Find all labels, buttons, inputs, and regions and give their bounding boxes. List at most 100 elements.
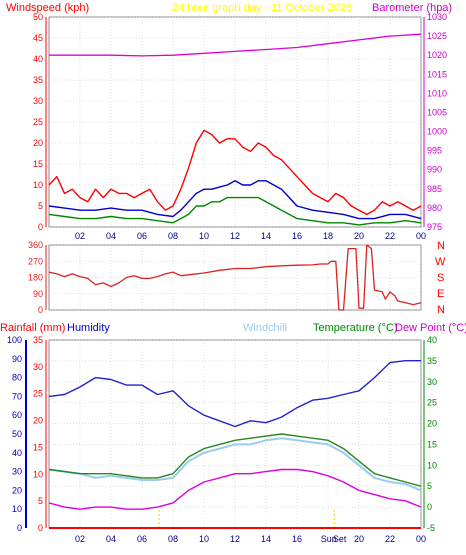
barometer-tick-label: 1000 — [427, 127, 447, 137]
wind-x-tick-label: 12 — [230, 231, 240, 241]
direction-label-w: W — [435, 256, 446, 268]
barometer-tick-label: 980 — [427, 203, 442, 213]
humidity-tick-label: 50 — [12, 429, 22, 439]
climate-x-tick-label: 10 — [199, 534, 209, 544]
climate-x-tick-label: 14 — [261, 534, 271, 544]
wind-x-tick-label: 20 — [354, 231, 364, 241]
wind-x-tick-label: 08 — [168, 231, 178, 241]
climate-x-tick-label: 12 — [230, 534, 240, 544]
humidity-tick-label: 40 — [12, 448, 22, 458]
barometer-line — [49, 33, 422, 57]
temperature-tick-label: 25 — [427, 398, 437, 408]
dew-point-axis-title: Dew Point (°C) — [395, 322, 466, 334]
direction-tick-label: 0 — [38, 305, 43, 315]
humidity-tick-label: 20 — [12, 485, 22, 495]
chart-title: 24 hour graph day - 11 October 2025 — [172, 2, 352, 14]
windspeed-tick-label: 50 — [33, 12, 43, 22]
windspeed-tick-label: 10 — [33, 180, 43, 190]
humidity-tick-label: 80 — [12, 373, 22, 383]
barometer-tick-label: 995 — [427, 146, 442, 156]
temperature-humidity-chart: 010203040506070809010005101520253035-505… — [7, 335, 437, 544]
rainfall-tick-label: 5 — [38, 496, 43, 506]
climate-x-tick-label: 06 — [137, 534, 147, 544]
rainfall-tick-label: 30 — [33, 362, 43, 372]
temperature-tick-label: 40 — [427, 335, 437, 345]
barometer-tick-label: 1025 — [427, 31, 447, 41]
humidity-tick-label: 90 — [12, 354, 22, 364]
climate-x-tick-label: 16 — [292, 534, 302, 544]
rainfall-tick-label: 0 — [38, 523, 43, 533]
direction-tick-label: 360 — [28, 240, 43, 250]
temperature-tick-label: 15 — [427, 439, 437, 449]
direction-tick-label: 270 — [28, 256, 43, 266]
temperature-tick-label: 0 — [427, 502, 432, 512]
windspeed-tick-label: 25 — [33, 117, 43, 127]
barometer-tick-label: 975 — [427, 222, 442, 232]
wind-x-tick-label: 16 — [292, 231, 302, 241]
temperature-tick-label: 5 — [427, 481, 432, 491]
wind-x-tick-label: 22 — [385, 231, 395, 241]
temperature-tick-label: 10 — [427, 460, 437, 470]
direction-label-s: S — [437, 272, 444, 284]
gust-line — [48, 129, 422, 216]
humidity-line — [48, 360, 421, 428]
climate-x-tick-label: 22 — [385, 534, 395, 544]
wind-pressure-chart: 02 04 06 08 10 12 14 16 18 20 22 000510152025303540… — [33, 12, 447, 241]
direction-label-n-top: N — [437, 240, 445, 252]
windchill-line — [48, 437, 422, 492]
average-line — [48, 180, 422, 220]
windspeed-tick-label: 30 — [33, 96, 43, 106]
barometer-tick-label: 1015 — [427, 69, 447, 79]
humidity-tick-label: 70 — [12, 391, 22, 401]
barometer-tick-label: 1005 — [427, 107, 447, 117]
climate-x-tick-label: Set — [333, 534, 347, 544]
windspeed-tick-label: 45 — [33, 33, 43, 43]
humidity-tick-label: 0 — [17, 523, 22, 533]
humidity-tick-label: 100 — [7, 335, 22, 345]
temperature-tick-label: 35 — [427, 356, 437, 366]
rainfall-tick-label: 20 — [33, 416, 43, 426]
direction-line — [48, 244, 422, 311]
direction-label-n-bottom: N — [437, 304, 445, 316]
direction-label-e: E — [437, 288, 444, 300]
windspeed-tick-label: 0 — [38, 222, 43, 232]
humidity-axis-title: Humidity — [67, 322, 110, 334]
barometer-tick-label: 1020 — [427, 50, 447, 60]
wind-x-tick-label: 06 — [137, 231, 147, 241]
rainfall-tick-label: 10 — [33, 469, 43, 479]
wind-x-tick-label: 04 — [106, 231, 116, 241]
direction-tick-label: 90 — [33, 289, 43, 299]
climate-x-tick-label: 02 — [75, 534, 85, 544]
rainfall-tick-label: 25 — [33, 389, 43, 399]
windspeed-tick-label: 15 — [33, 159, 43, 169]
temperature-tick-label: 30 — [427, 377, 437, 387]
wind-x-tick-label: 14 — [261, 231, 271, 241]
barometer-tick-label: 1010 — [427, 88, 447, 98]
wind-x-tick-label: 10 — [199, 231, 209, 241]
barometer-axis-title: Barometer (hpa) — [372, 2, 452, 14]
wind-direction-chart: 0 90 180 270 360 — [28, 240, 422, 315]
temperature-axis-title: Temperature (°C) — [313, 322, 397, 334]
wind-x-tick-label: 02 — [75, 231, 85, 241]
windspeed-tick-label: 40 — [33, 54, 43, 64]
barometer-tick-label: 990 — [427, 165, 442, 175]
humidity-tick-label: 60 — [12, 410, 22, 420]
rainfall-tick-label: 35 — [33, 335, 43, 345]
wind-x-tick-label: 18 — [323, 231, 333, 241]
temperature-line — [48, 433, 422, 487]
climate-x-tick-label: 00 — [416, 534, 426, 544]
speed-line — [48, 196, 422, 226]
windspeed-tick-label: 20 — [33, 138, 43, 148]
rainfall-tick-label: 15 — [33, 442, 43, 452]
climate-x-tick-label: Sun — [321, 534, 337, 544]
windspeed-axis-title: Windspeed (kph) — [6, 2, 89, 14]
temperature-tick-label: 20 — [427, 419, 437, 429]
wind-x-tick-label: 00 — [416, 231, 426, 241]
rainfall-axis-title: Rainfall (mm) — [0, 322, 65, 334]
climate-x-tick-label: 20 — [354, 534, 364, 544]
direction-tick-label: 180 — [28, 273, 43, 283]
barometer-tick-label: 985 — [427, 184, 442, 194]
climate-x-tick-label: 04 — [106, 534, 116, 544]
barometer-tick-label: 1030 — [427, 12, 447, 22]
